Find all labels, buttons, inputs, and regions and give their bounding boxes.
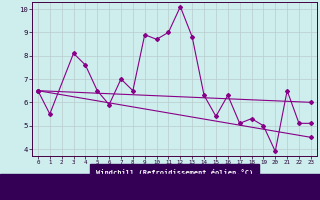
X-axis label: Windchill (Refroidissement éolien,°C): Windchill (Refroidissement éolien,°C) [96, 169, 253, 176]
